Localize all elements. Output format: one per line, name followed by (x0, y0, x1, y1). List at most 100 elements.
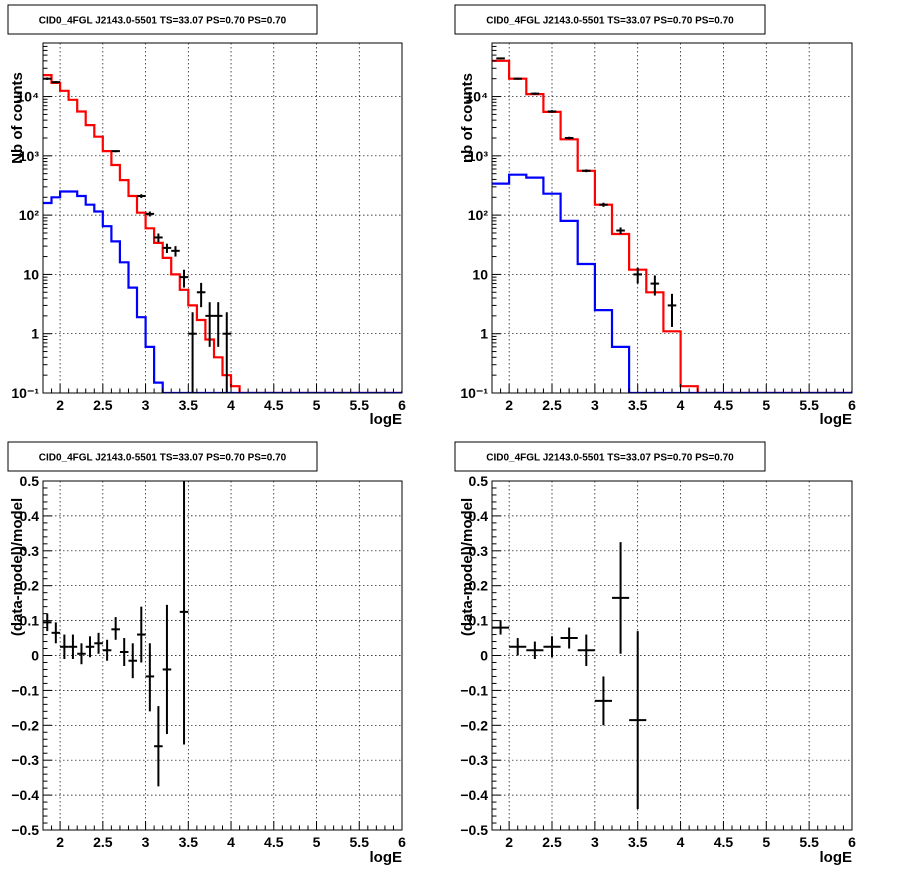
x-tick-label: 4 (677, 834, 685, 850)
x-tick-label: 2 (56, 834, 64, 850)
y-tick-label: 1 (480, 326, 488, 342)
x-tick-label: 4 (227, 834, 235, 850)
x-tick-label: 3 (142, 397, 150, 413)
x-axis: 2 2.5 3 3.5 4 4.5 5 5.5 6 (42, 821, 406, 850)
y-tick-label: 0.5 (20, 473, 40, 489)
grid-lines (492, 43, 853, 393)
plot-area (492, 542, 647, 810)
data-point (119, 638, 129, 666)
data-point (179, 269, 189, 288)
data-point (222, 312, 232, 393)
data-point (137, 606, 146, 663)
y-tick-label: 0.4 (20, 508, 40, 524)
y-tick-label: 0 (480, 648, 488, 664)
y-tick-label: 0 (31, 648, 39, 664)
data-point (667, 293, 677, 327)
x-tick-label: 2.5 (93, 834, 113, 850)
x-axis: 2 2.5 3 3.5 4 4.5 5 5.5 6 (491, 384, 856, 413)
plot-frame (42, 42, 403, 394)
x-axis-title: logE (820, 411, 853, 428)
data-point (629, 631, 647, 810)
y-tick-label: −0.2 (11, 717, 39, 733)
y-tick-label: −0.4 (460, 787, 488, 803)
data-point (43, 613, 52, 632)
y-axis-title: (data-model)/model (459, 498, 476, 636)
data-point (162, 243, 172, 253)
y-tick-label: 0.2 (20, 578, 40, 594)
y-tick-label: 10⁴ (17, 89, 40, 105)
chart-title-box (454, 4, 766, 35)
x-tick-label: 2 (505, 834, 513, 850)
data-point (137, 194, 146, 198)
x-tick-label: 5 (762, 397, 770, 413)
data-point (526, 641, 544, 659)
y-tick-label: −0.2 (460, 717, 488, 733)
data-point (85, 636, 95, 658)
y-axis-title: nb of counts (459, 73, 476, 163)
x-tick-label: 4 (677, 397, 685, 413)
grid-lines (492, 481, 853, 830)
data-point (128, 643, 138, 679)
data-point (162, 604, 172, 735)
x-tick-label: 3.5 (179, 397, 199, 413)
y-axis: 10⁻¹ 1 10 10² 10³ 10⁴ (11, 42, 52, 401)
data-point (496, 57, 505, 60)
x-tick-label: 6 (398, 397, 406, 413)
data-point (196, 282, 206, 308)
x-tick-label: 5.5 (799, 834, 819, 850)
y-axis: −0.5 −0.4 −0.3 −0.2 −0.1 0 0.1 0.2 0.3 0.4 0.5 (11, 473, 52, 838)
chart-panel-top-left: CID0_4FGL J2143.0-5501 TS=33.07 PS=0.70 … (7, 4, 406, 428)
x-axis-title: logE (820, 849, 853, 866)
x-tick-label: 2 (505, 397, 513, 413)
y-tick-label: −0.5 (11, 822, 39, 838)
y-tick-label: −0.5 (460, 822, 488, 838)
data-point (145, 211, 155, 217)
chart-title: CID0_4FGL J2143.0-5501 TS=33.07 PS=0.70 … (486, 453, 734, 464)
data-point (68, 634, 78, 659)
data-point (205, 302, 214, 347)
data-point (179, 481, 189, 745)
data-point (633, 267, 642, 284)
x-axis: 2 2.5 3 3.5 4 4.5 5 5.5 6 (491, 821, 856, 850)
data-point (577, 634, 595, 666)
x-tick-label: 2 (56, 397, 64, 413)
data-point (77, 643, 86, 665)
data-point (612, 542, 630, 654)
y-axis-title: (data-model)/model (9, 498, 26, 636)
data-point (60, 634, 69, 659)
x-tick-label: 3.5 (628, 834, 648, 850)
data-point (154, 233, 163, 243)
y-tick-label: 1 (31, 326, 39, 342)
data-point (213, 302, 223, 347)
y-tick-label: 0.3 (469, 543, 489, 559)
data-point (51, 622, 61, 644)
y-tick-label: −0.1 (460, 682, 488, 698)
chart-title-box (454, 441, 766, 472)
series-blue-histogram (492, 173, 852, 393)
y-tick-label: 10³ (19, 148, 40, 164)
x-tick-label: 5.5 (799, 397, 819, 413)
x-tick-label: 3 (591, 397, 599, 413)
y-tick-label: −0.3 (11, 752, 39, 768)
x-axis-title: logE (370, 411, 403, 428)
data-point (94, 632, 103, 654)
plot-area (492, 57, 852, 393)
data-point (616, 227, 625, 235)
chart-panel-bottom-right: CID0_4FGL J2143.0-5501 TS=33.07 PS=0.70 … (454, 441, 856, 866)
data-point (543, 636, 561, 658)
chart-title-box (7, 441, 318, 472)
data-point (145, 643, 155, 712)
data-point (111, 150, 120, 153)
x-tick-label: 5.5 (350, 834, 370, 850)
y-tick-label: −0.4 (11, 787, 39, 803)
y-tick-label: 0.3 (20, 543, 40, 559)
x-tick-label: 3.5 (179, 834, 199, 850)
data-point (102, 639, 112, 661)
x-tick-label: 6 (398, 834, 406, 850)
chart-panel-bottom-left: CID0_4FGL J2143.0-5501 TS=33.07 PS=0.70 … (7, 441, 406, 866)
x-tick-label: 5 (762, 834, 770, 850)
y-tick-label: 10² (19, 207, 40, 223)
x-tick-label: 2.5 (93, 397, 113, 413)
data-point (530, 92, 540, 95)
